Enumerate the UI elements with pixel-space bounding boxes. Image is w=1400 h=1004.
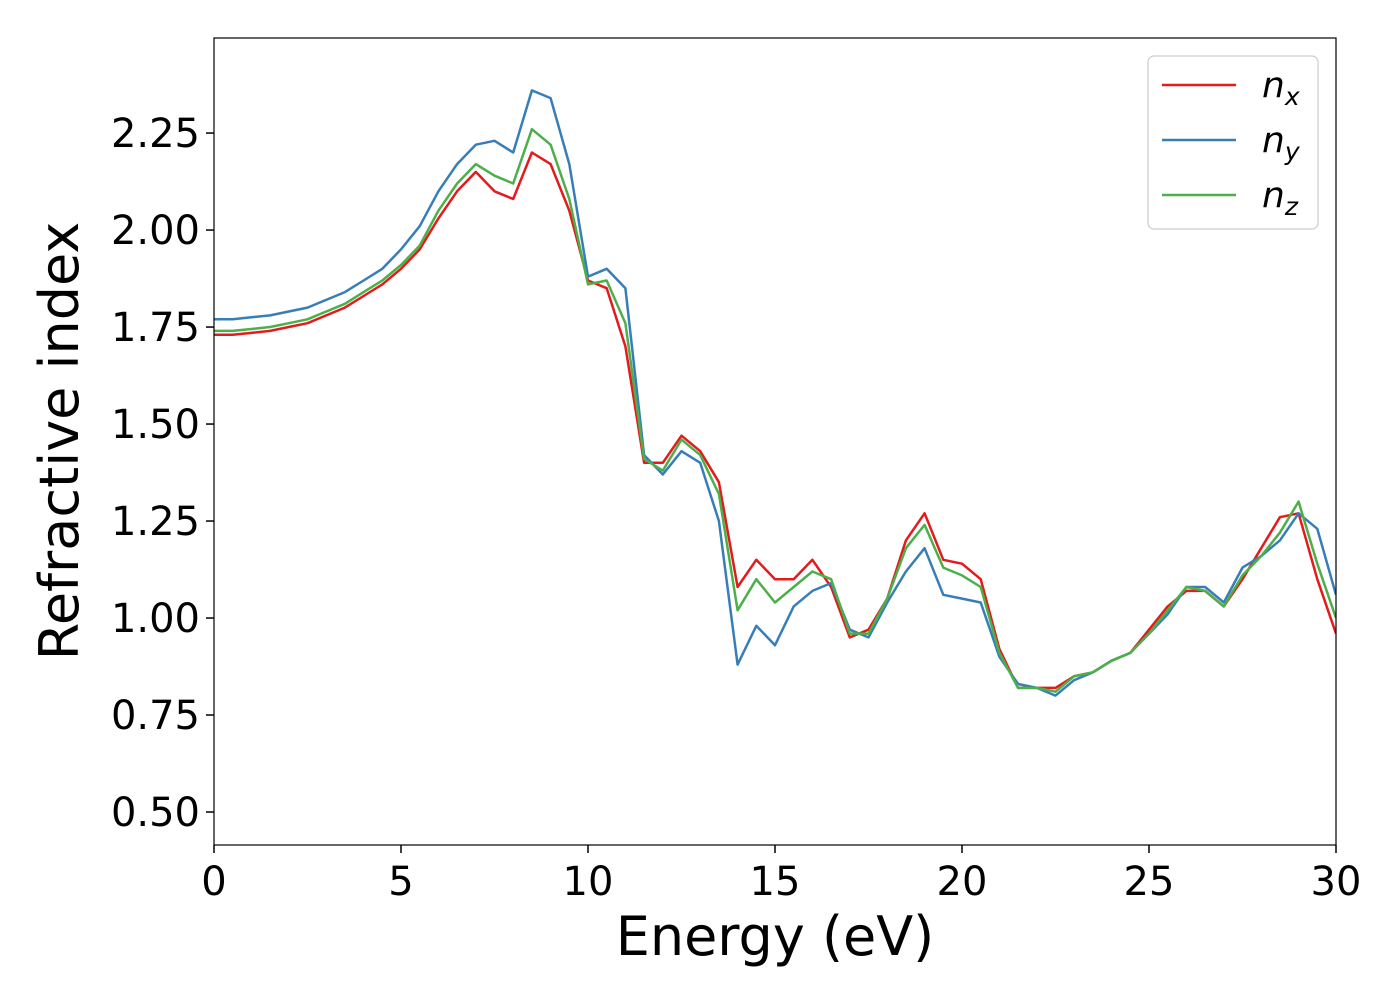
- legend-label: nx: [1262, 65, 1300, 111]
- data-line: [214, 127, 1336, 693]
- y-tick-label: 2.00: [111, 208, 200, 254]
- y-tick-label: 1.00: [111, 596, 200, 642]
- plot-frame: [213, 37, 1337, 846]
- y-tick-label: 2.25: [111, 111, 200, 157]
- x-tick-label: 25: [1124, 859, 1175, 905]
- y-tick-label: 0.75: [111, 693, 200, 739]
- data-line: [214, 151, 1336, 690]
- x-tick-label: 30: [1311, 859, 1362, 905]
- x-tick-label: 0: [201, 859, 226, 905]
- x-tick-label: 5: [388, 859, 413, 905]
- y-tick-label: 1.75: [111, 305, 200, 351]
- legend-label: nz: [1262, 175, 1299, 221]
- x-tick-label: 15: [750, 859, 801, 905]
- legend-box: [1147, 55, 1319, 230]
- y-tick-label: 1.50: [111, 402, 200, 448]
- y-axis-label: Refractive index: [28, 222, 91, 661]
- y-tick-label: 1.25: [111, 499, 200, 545]
- x-tick-label: 20: [937, 859, 988, 905]
- x-tick-label: 10: [563, 859, 614, 905]
- y-tick-label: 0.50: [111, 790, 200, 836]
- x-axis-label: Energy (eV): [616, 905, 935, 968]
- legend-label: ny: [1262, 120, 1301, 166]
